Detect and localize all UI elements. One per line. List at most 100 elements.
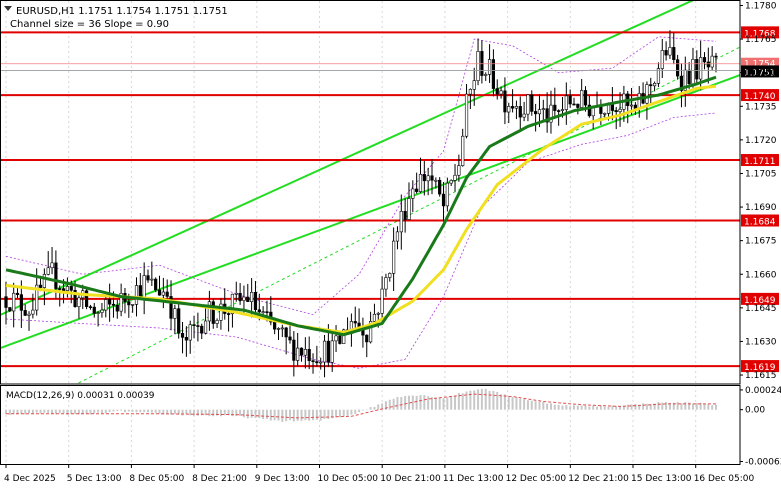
candle-body (441, 193, 446, 207)
macd-histogram-bar (24, 409, 27, 415)
macd-histogram-bar (688, 402, 691, 410)
candle-body (315, 361, 319, 364)
macd-histogram-bar (630, 404, 633, 410)
candle-body (38, 284, 43, 288)
candle-body (108, 299, 112, 305)
candle-body (111, 303, 116, 306)
candle-body (326, 340, 330, 363)
macd-histogram-bar (557, 404, 560, 410)
macd-histogram-bar (676, 401, 679, 410)
time-tick-label: 9 Dec 13:00 (255, 474, 310, 484)
price-tick-label: 1.1675 (745, 237, 777, 247)
candle-body (472, 80, 476, 90)
macd-histogram-bar (507, 396, 510, 410)
candle (192, 315, 196, 339)
macd-histogram-bar (407, 395, 410, 410)
candle-body (142, 275, 146, 298)
candle (146, 269, 150, 283)
candle (668, 30, 672, 59)
candle (203, 307, 208, 335)
candle-body (161, 291, 165, 296)
macd-histogram-bar (112, 409, 115, 412)
candle (695, 50, 699, 84)
candle-body (679, 75, 684, 91)
macd-histogram-bar (699, 402, 702, 410)
candle (476, 38, 480, 86)
candle-body (714, 55, 718, 58)
macd-histogram-bar (250, 409, 253, 418)
candle-body (146, 275, 150, 281)
candle (253, 281, 258, 313)
candle-body (549, 104, 553, 123)
candle (303, 337, 307, 369)
candle-body (484, 74, 488, 76)
macd-histogram-bar (488, 390, 491, 410)
macd-histogram-bar (335, 409, 338, 418)
candle-body (226, 313, 231, 315)
macd-histogram-bar (258, 409, 261, 418)
macd-histogram-bar (423, 394, 426, 410)
candle-body (104, 299, 108, 311)
candle (319, 357, 323, 370)
macd-histogram-bar (442, 398, 445, 410)
macd-histogram-bar (16, 409, 19, 415)
macd-histogram-bar (166, 409, 169, 414)
candle-body (499, 90, 503, 95)
macd-histogram-bar (97, 409, 100, 413)
price-tick-label: 1.1735 (745, 102, 777, 112)
macd-histogram-bar (8, 409, 11, 415)
candle (392, 227, 396, 291)
candle (296, 332, 300, 367)
candle-body (88, 306, 93, 308)
macd-histogram-bar (312, 409, 315, 421)
price-tick-label: 1.1660 (745, 270, 777, 280)
candle-body (261, 311, 265, 313)
candle (92, 303, 96, 318)
macd-histogram-bar (239, 409, 242, 416)
candle-body (403, 210, 407, 220)
candle-body (710, 55, 714, 68)
candle-body (134, 285, 139, 305)
candle-body (503, 90, 507, 113)
level-tag-label: 1.1649 (744, 296, 776, 306)
macd-histogram-bar (622, 405, 625, 410)
macd-histogram-bar (515, 396, 518, 410)
candle (411, 180, 415, 213)
candle-body (537, 109, 542, 115)
macd-histogram-bar (361, 409, 364, 411)
macd-histogram-bar (5, 409, 7, 414)
candle (380, 276, 384, 325)
dropdown-arrow-icon[interactable] (4, 6, 12, 11)
candle-body (273, 321, 277, 330)
candle-body (92, 306, 96, 314)
candle (353, 306, 357, 331)
candle-body (557, 110, 561, 112)
time-tick-label: 16 Dec 05:00 (694, 474, 755, 484)
macd-histogram-bar (691, 403, 694, 410)
candle (234, 281, 238, 302)
macd-histogram-bar (661, 402, 664, 410)
candle-body (510, 106, 515, 109)
price-tick-label: 1.1780 (745, 1, 777, 11)
time-tick-label: 12 Dec 05:00 (506, 474, 567, 484)
candle (119, 283, 123, 317)
macd-histogram-bar (200, 409, 203, 416)
macd-histogram-bar (135, 409, 138, 413)
candle (15, 287, 20, 299)
macd-histogram-bar (553, 404, 556, 410)
candle (549, 90, 553, 134)
macd-histogram-bar (653, 403, 656, 410)
candle (27, 311, 31, 331)
macd-histogram-bar (580, 405, 583, 410)
candle (580, 78, 584, 110)
candle-body (119, 293, 123, 312)
chart-header: EURUSD,H1 1.1751 1.1754 1.1751 1.1751 (16, 6, 228, 17)
candle (507, 102, 511, 124)
candle-body (211, 301, 215, 324)
candle-body (4, 296, 8, 308)
candle-body (495, 88, 499, 95)
candle-body (553, 104, 557, 111)
macd-histogram-bar (43, 409, 46, 413)
main-plot (0, 0, 740, 384)
